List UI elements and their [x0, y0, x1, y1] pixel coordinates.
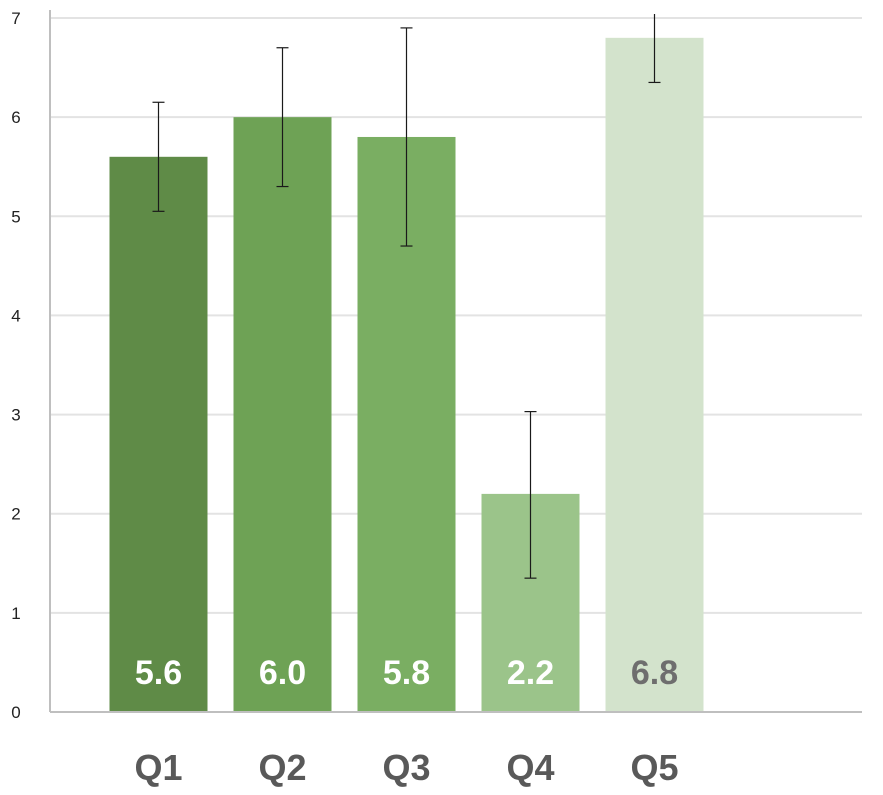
- bar-q1: [109, 156, 208, 713]
- y-tick-label: 4: [11, 306, 20, 325]
- category-label-q2: Q2: [258, 747, 306, 788]
- y-tick-label: 1: [11, 604, 20, 623]
- y-tick-label: 5: [11, 207, 20, 226]
- axes: [49, 10, 862, 713]
- category-label-q1: Q1: [134, 747, 182, 788]
- y-tick-label: 0: [11, 703, 20, 722]
- category-label-q5: Q5: [630, 747, 678, 788]
- bar-q5: [605, 37, 704, 713]
- x-axis-categories: Q1 Q2 Q3 Q4 Q5: [134, 747, 678, 788]
- y-tick-label: 2: [11, 505, 20, 524]
- category-label-q4: Q4: [506, 747, 554, 788]
- data-label-q5: 6.8: [631, 654, 678, 692]
- y-tick-label: 7: [11, 9, 20, 28]
- data-label-q4: 2.2: [507, 654, 554, 692]
- data-label-q3: 5.8: [383, 654, 430, 692]
- bar-q2: [233, 117, 332, 712]
- error-bars: [152, 14, 661, 579]
- y-tick-label: 3: [11, 406, 20, 425]
- data-label-q2: 6.0: [259, 654, 306, 692]
- data-labels: 5.6 6.0 5.8 2.2 6.8: [135, 654, 678, 692]
- data-label-q1: 5.6: [135, 654, 182, 692]
- y-tick-label: 6: [11, 108, 20, 127]
- bars: [109, 37, 704, 713]
- y-axis-ticks: 0 1 2 3 4 5 6 7: [11, 9, 20, 722]
- category-label-q3: Q3: [382, 747, 430, 788]
